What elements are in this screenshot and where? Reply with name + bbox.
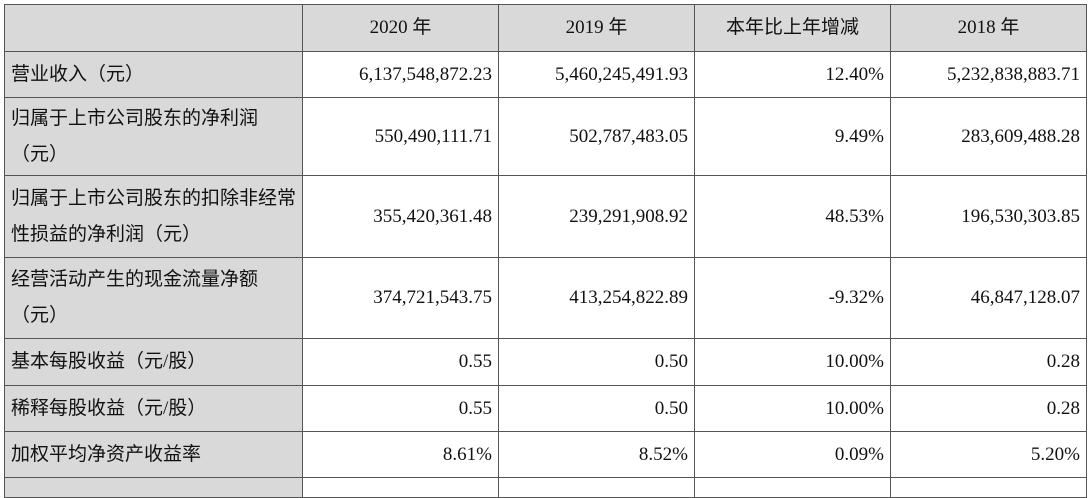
financial-table: 2020 年 2019 年本年比上年增减 2018 年营业收入（元） 6,137,54… [4, 4, 1087, 498]
cell-value: 8.61% [302, 431, 499, 478]
cell-value: 355,420,361.48 [302, 175, 499, 258]
row-label: 归属于上市公司股东的扣除非经常性损益的净利润（元） [4, 175, 303, 258]
cell-value: 0.55 [302, 385, 499, 432]
table-row: 稀释每股收益（元/股） 0.55 0.50 10.00% 0.28 [4, 385, 1087, 432]
row-label: 归属于上市公司股东的净利润（元） [4, 97, 303, 176]
column-header: 本年比上年增减 [694, 4, 891, 52]
row-label: 基本每股收益（元/股） [4, 338, 303, 386]
cell-value: 502,787,483.05 [498, 97, 695, 176]
cell-value: 196,530,303.85 [890, 175, 1087, 258]
cell-value: 48.53% [694, 175, 891, 258]
cell-value: 0.55 [302, 338, 499, 386]
table-row: 加权平均净资产收益率 8.61% 8.52% 0.09% 5.20% [4, 431, 1087, 478]
cell-value: 9.49% [694, 97, 891, 176]
table-row: 营业收入（元） 6,137,548,872.23 5,460,245,491.93 1… [4, 51, 1087, 98]
cell-value: 374,721,543.75 [302, 257, 499, 339]
table-row: 经营活动产生的现金流量净额（元） 374,721,543.75 413,254,82… [4, 257, 1087, 339]
cell-value: 8.52% [498, 431, 695, 478]
cell-value: -9.32% [694, 257, 891, 339]
cell-value: 12.40% [694, 51, 891, 98]
cell-value: 0.09% [694, 431, 891, 478]
cell-value: 0.28 [890, 385, 1087, 432]
cell-value: 6,137,548,872.23 [302, 51, 499, 98]
cell-value: 283,609,488.28 [890, 97, 1087, 176]
column-header: 2020 年 [302, 4, 499, 52]
cell-value: 0.50 [498, 338, 695, 386]
column-header: 2018 年 [890, 4, 1087, 52]
table-container: 2020 年 2019 年本年比上年增减 2018 年营业收入（元） 6,137,54… [4, 4, 1087, 498]
page: {"table": { "columns": ["", "2020 年", "2… [4, 4, 1087, 498]
row-label: 经营活动产生的现金流量净额（元） [4, 257, 303, 339]
row-label: 加权平均净资产收益率 [4, 431, 303, 478]
row-label: 营业收入（元） [4, 51, 303, 98]
cell-value: 0.28 [890, 338, 1087, 386]
header-corner [4, 4, 303, 52]
cell-value: 10.00% [694, 338, 891, 386]
cell-value: 10.00% [694, 385, 891, 432]
column-header: 2019 年 [498, 4, 695, 52]
cell-value: 5,460,245,491.93 [498, 51, 695, 98]
cell-value: 46,847,128.07 [890, 257, 1087, 339]
cell-value: 239,291,908.92 [498, 175, 695, 258]
cell-value: 0.50 [498, 385, 695, 432]
table-row: 归属于上市公司股东的扣除非经常性损益的净利润（元） 355,420,361.48 2… [4, 175, 1087, 258]
cell-value: 413,254,822.89 [498, 257, 695, 339]
cell-value: 5,232,838,883.71 [890, 51, 1087, 98]
header-row: 2020 年 2019 年本年比上年增减 2018 年 [4, 4, 1087, 52]
cell-value: 5.20% [890, 431, 1087, 478]
table-row: 归属于上市公司股东的净利润（元） 550,490,111.71 502,787,48… [4, 97, 1087, 176]
row-label: 稀释每股收益（元/股） [4, 385, 303, 432]
table-row: 基本每股收益（元/股） 0.55 0.50 10.00% 0.28 [4, 338, 1087, 386]
cell-value: 550,490,111.71 [302, 97, 499, 176]
